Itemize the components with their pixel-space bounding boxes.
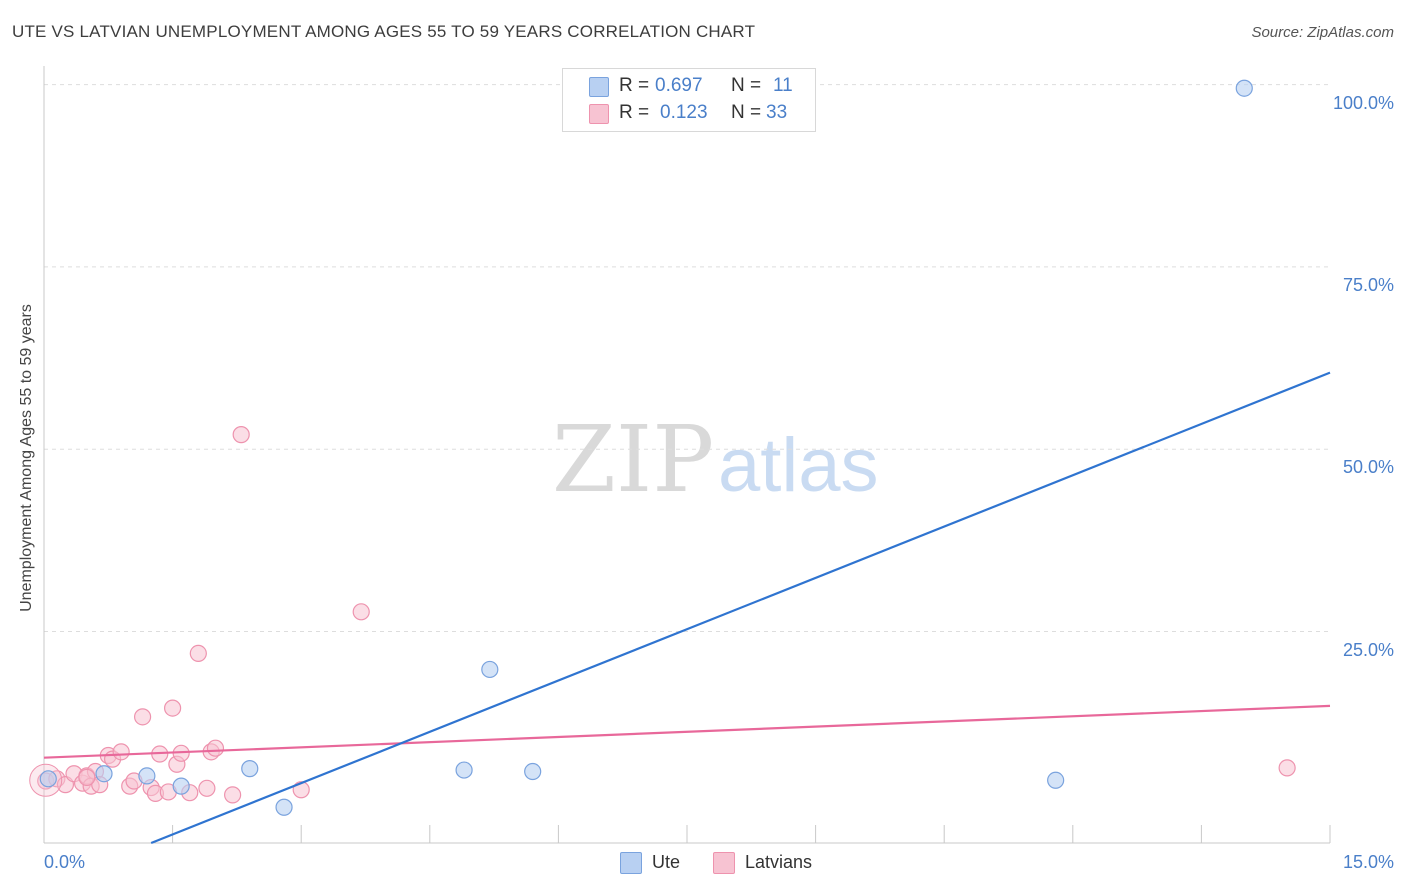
latvians-point	[1278, 759, 1296, 777]
source-label: Source: ZipAtlas.com	[1251, 24, 1394, 41]
y-tick-label: 75.0%	[1342, 274, 1394, 295]
y-tick-label: 100.0%	[1332, 92, 1394, 113]
latvians-point	[133, 708, 152, 726]
ute-point	[481, 660, 499, 679]
latvians-point	[78, 768, 96, 786]
latvians-trend-line	[43, 704, 1331, 759]
watermark-zip: ZIP	[552, 406, 714, 513]
stats-legend: R = 0.697 N = 11 R = 0.123 N = 33	[562, 68, 816, 132]
ute-point	[138, 767, 156, 785]
bottom-latvians-label: Latvians	[745, 852, 813, 872]
latvians-point	[112, 743, 130, 761]
latvians-point	[232, 426, 250, 444]
bottom-latvians-swatch	[713, 852, 735, 874]
ute-n-label: N =	[731, 75, 762, 96]
y-tick-label: 25.0%	[1342, 639, 1394, 660]
bottom-ute-label: Ute	[652, 852, 681, 872]
bottom-ute-swatch	[620, 852, 642, 874]
ute-swatch	[589, 77, 609, 97]
x-tick-label-max: 15.0%	[1342, 852, 1394, 872]
ute-point	[95, 765, 113, 783]
ute-r-label: R =	[619, 75, 650, 96]
latvians-r-label: R =	[619, 102, 650, 123]
ute-point	[172, 777, 190, 795]
ute-point	[39, 770, 57, 788]
latvians-point	[198, 779, 216, 797]
latvians-n-value: 33	[766, 102, 788, 123]
latvians-point	[206, 739, 225, 757]
x-tick-label-min: 0.0%	[44, 852, 86, 872]
latvians-swatch	[589, 104, 609, 124]
latvians-point	[189, 644, 207, 662]
latvians-point	[352, 603, 370, 621]
latvians-point	[224, 786, 242, 804]
ute-point	[455, 761, 473, 779]
chart-title: UTE VS LATVIAN UNEMPLOYMENT AMONG AGES 5…	[12, 22, 756, 41]
latvians-point	[164, 699, 182, 717]
ute-trend-line	[150, 371, 1331, 845]
ute-point	[1047, 771, 1065, 789]
watermark-atlas: atlas	[718, 423, 879, 508]
ute-r-value: 0.697	[655, 75, 703, 96]
ute-point	[1235, 79, 1253, 97]
ute-point	[524, 762, 542, 781]
latvians-n-label: N =	[731, 102, 762, 123]
ute-n-value: 11	[773, 75, 793, 96]
y-tick-label: 50.0%	[1342, 457, 1394, 478]
latvians-r-value: 0.123	[660, 102, 708, 123]
ute-point	[275, 798, 293, 816]
ute-point	[241, 760, 259, 778]
